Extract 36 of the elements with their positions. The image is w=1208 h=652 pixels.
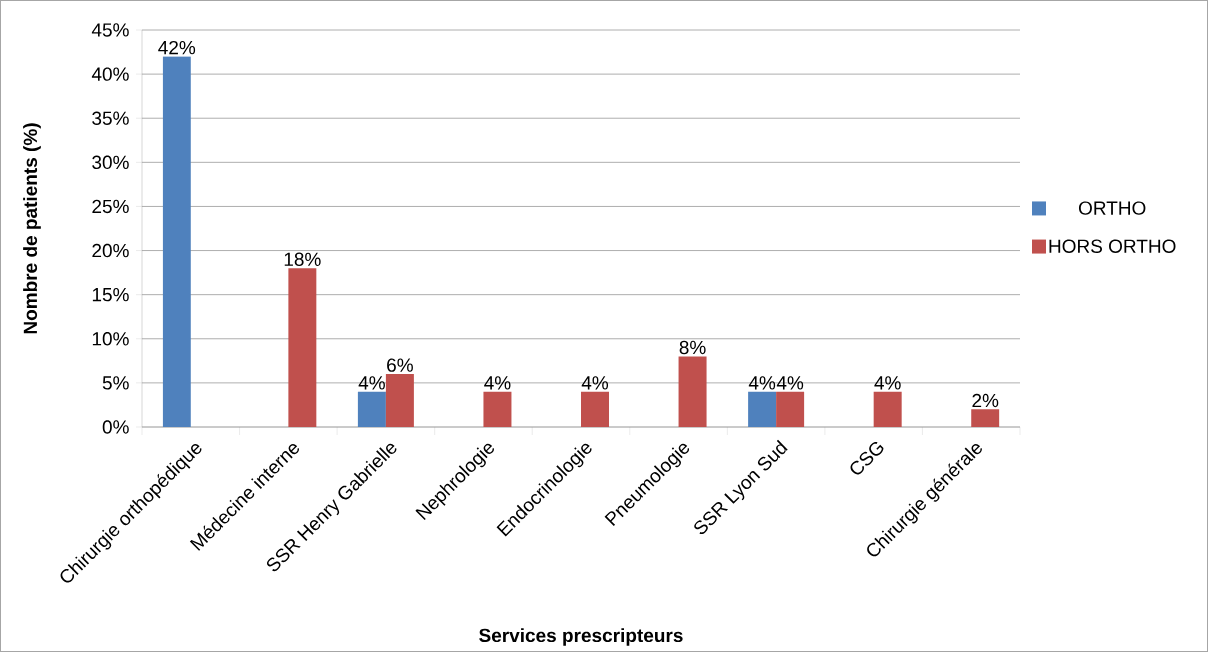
data-label: 6% xyxy=(387,358,413,372)
bar xyxy=(162,56,191,427)
data-label: 42% xyxy=(158,40,196,55)
bar xyxy=(873,391,902,427)
data-label: 4% xyxy=(358,376,385,390)
y-tick-label: 5% xyxy=(102,376,129,390)
data-label: 2% xyxy=(972,393,999,408)
y-tick-label: 25% xyxy=(92,199,129,214)
bar xyxy=(483,391,512,427)
data-label: 4% xyxy=(484,376,511,390)
y-tick-label: 35% xyxy=(92,111,129,125)
y-tick-label: 10% xyxy=(92,331,129,346)
data-label: 4% xyxy=(874,376,901,390)
y-tick-label: 45% xyxy=(91,23,129,37)
bar xyxy=(971,409,1000,427)
y-tick-label: 15% xyxy=(92,287,129,302)
y-tick-label: 0% xyxy=(102,420,129,434)
bar xyxy=(288,268,317,427)
bar xyxy=(748,391,777,427)
x-axis-title: Services prescripteurs xyxy=(479,628,683,646)
data-label: 18% xyxy=(284,252,321,266)
bar xyxy=(357,391,386,427)
data-label: 4% xyxy=(581,376,609,390)
bar xyxy=(581,391,609,427)
y-axis-title: Nombre de patients (%) xyxy=(23,123,41,334)
bar xyxy=(385,373,414,427)
bar xyxy=(678,356,707,427)
legend-label: HORS ORTHO xyxy=(1049,239,1176,253)
legend-label: ORTHO xyxy=(1078,201,1146,215)
y-tick-label: 30% xyxy=(92,155,129,169)
data-label: 8% xyxy=(679,340,706,355)
bar xyxy=(776,391,805,427)
data-label: 4% xyxy=(776,376,804,390)
y-tick-label: 20% xyxy=(92,243,129,258)
y-tick-label: 40% xyxy=(91,67,129,81)
data-label: 4% xyxy=(748,376,776,390)
